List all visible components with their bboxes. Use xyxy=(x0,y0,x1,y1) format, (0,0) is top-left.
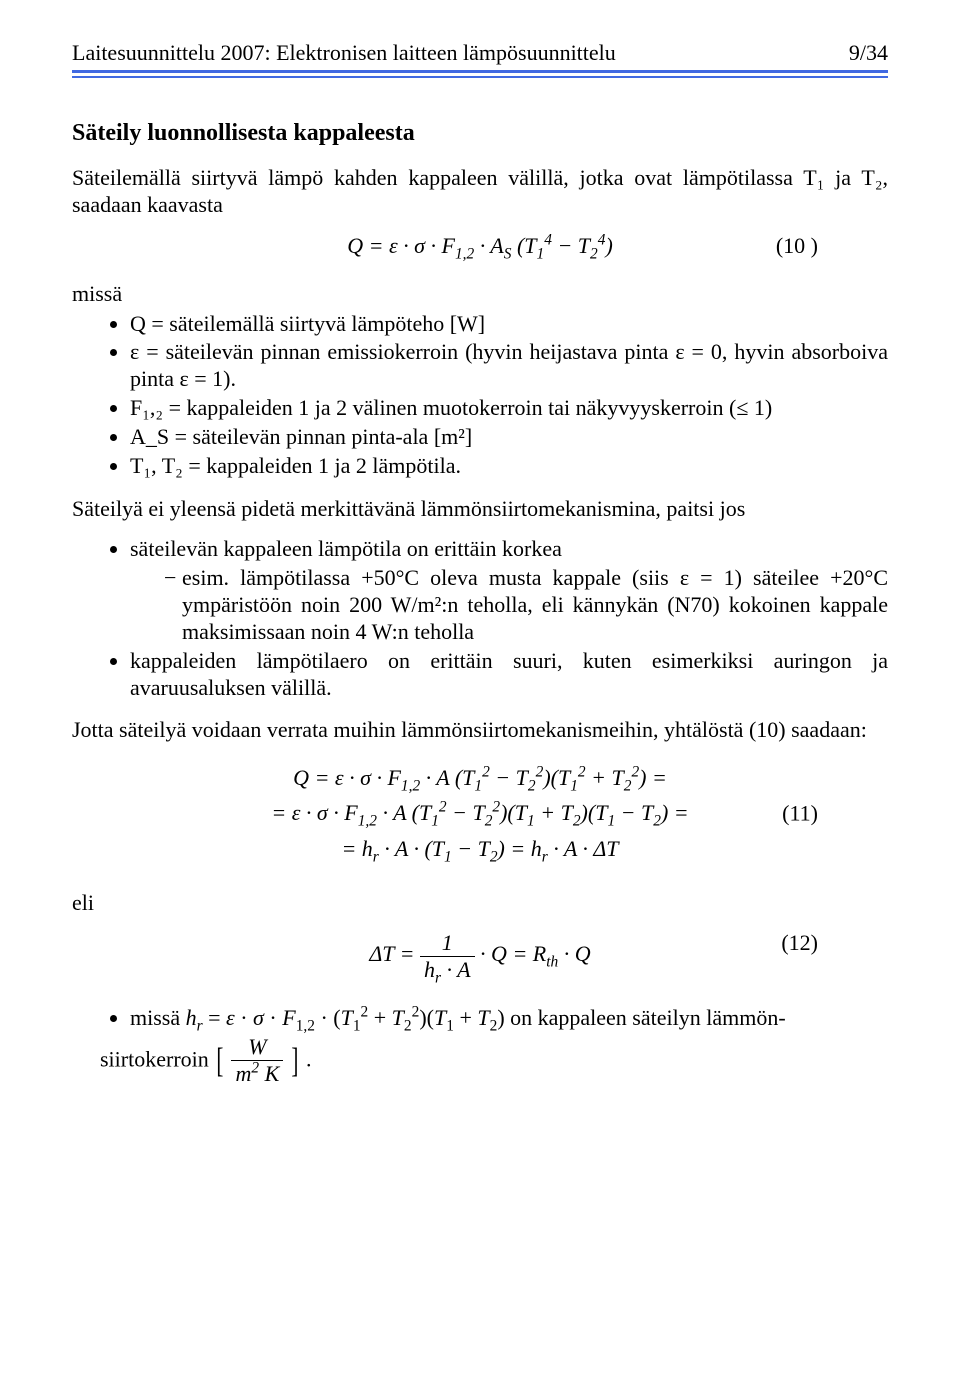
section-title: Säteily luonnollisesta kappaleesta xyxy=(72,120,888,147)
hr-expression: hr = ε · σ · F1,2 · (T12 + T22)(T1 + T2) xyxy=(186,1005,511,1030)
final-bullet: missä hr = ε · σ · F1,2 · (T12 + T22)(T1… xyxy=(130,1005,888,1032)
eli-label: eli xyxy=(72,890,888,916)
radiation-conditions-list: säteilevän kappaleen lämpötila on erittä… xyxy=(72,536,888,701)
list-item: kappaleiden lämpötilaero on erittäin suu… xyxy=(130,648,888,702)
equation-12-text: ΔT = 1 hr · A · Q = Rth · Q xyxy=(369,941,590,966)
equation-10-text: Q = ε · σ · F1,2 · AS (T14 − T24) xyxy=(347,233,613,258)
equation-12-number: (12) xyxy=(781,930,818,956)
sub-list-item: esim. lämpötilassa +50°C oleva musta kap… xyxy=(164,565,888,645)
header-row: Laitesuunnittelu 2007: Elektronisen lait… xyxy=(72,40,888,66)
equation-11: Q = ε · σ · F1,2 · A (T12 − T22)(T12 + T… xyxy=(72,760,888,866)
equation-12: ΔT = 1 hr · A · Q = Rth · Q (12) xyxy=(72,930,888,983)
header-title: Laitesuunnittelu 2007: Elektronisen lait… xyxy=(72,40,616,66)
def-item: T₁, T₂ = kappaleiden 1 ja 2 lämpötila. xyxy=(130,453,888,480)
paragraph-3: Jotta säteilyä voidaan verrata muihin lä… xyxy=(72,717,888,744)
intro-paragraph: Säteilemällä siirtyvä lämpö kahden kappa… xyxy=(72,165,888,219)
header-page-number: 9/34 xyxy=(849,40,888,66)
list-item-text: säteilevän kappaleen lämpötila on erittä… xyxy=(130,536,562,561)
bracket-left-icon: [ xyxy=(217,1040,224,1083)
unit-numerator: W xyxy=(231,1034,283,1062)
equation-11-line3: = hr · A · (T1 − T2) = hr · A · ΔT xyxy=(72,831,888,866)
sub-list: esim. lämpötilassa +50°C oleva musta kap… xyxy=(130,565,888,645)
equation-11-line2: = ε · σ · F1,2 · A (T12 − T22)(T1 + T2)(… xyxy=(72,795,888,830)
final-bullet-post: on kappaleen säteilyn lämmön- xyxy=(510,1005,786,1030)
equation-10: Q = ε · σ · F1,2 · AS (T14 − T24) (10 ) xyxy=(72,233,888,259)
final-bullet-list: missä hr = ε · σ · F1,2 · (T12 + T22)(T1… xyxy=(72,1005,888,1032)
unit-denominator: m2 K xyxy=(231,1061,283,1088)
header-rule-2 xyxy=(72,76,888,78)
equation-11-number: (11) xyxy=(782,795,818,830)
final-line2: siirtokerroin [ W m2 K ] . xyxy=(72,1034,888,1089)
final-line2-pre: siirtokerroin xyxy=(100,1046,209,1071)
final-block: missä hr = ε · σ · F1,2 · (T12 + T22)(T1… xyxy=(72,1005,888,1088)
def-item: Q = säteilemällä siirtyvä lämpöteho [W] xyxy=(130,311,888,338)
final-line2-post: . xyxy=(306,1046,312,1071)
equation-10-number: (10 ) xyxy=(776,233,818,259)
def-item: ε = säteilevän pinnan emissiokerroin (hy… xyxy=(130,339,888,393)
fraction: 1 hr · A xyxy=(420,930,475,983)
final-bullet-pre: missä xyxy=(130,1005,186,1030)
page: Laitesuunnittelu 2007: Elektronisen lait… xyxy=(0,0,960,1397)
fraction-denominator: hr · A xyxy=(420,957,475,983)
bracket-right-icon: ] xyxy=(291,1040,298,1083)
def-item: F₁,₂ = kappaleiden 1 ja 2 välinen muotok… xyxy=(130,395,888,422)
header-rule-1 xyxy=(72,70,888,73)
unit-fraction: W m2 K xyxy=(231,1034,283,1089)
equation-11-line1: Q = ε · σ · F1,2 · A (T12 − T22)(T12 + T… xyxy=(72,760,888,795)
paragraph-2: Säteilyä ei yleensä pidetä merkittävänä … xyxy=(72,496,888,523)
def-item: A_S = säteilevän pinnan pinta-ala [m²] xyxy=(130,424,888,451)
missa-label: missä xyxy=(72,281,888,307)
list-item: säteilevän kappaleen lämpötila on erittä… xyxy=(130,536,888,645)
fraction-numerator: 1 xyxy=(420,930,475,957)
definition-list: Q = säteilemällä siirtyvä lämpöteho [W] … xyxy=(72,311,888,480)
